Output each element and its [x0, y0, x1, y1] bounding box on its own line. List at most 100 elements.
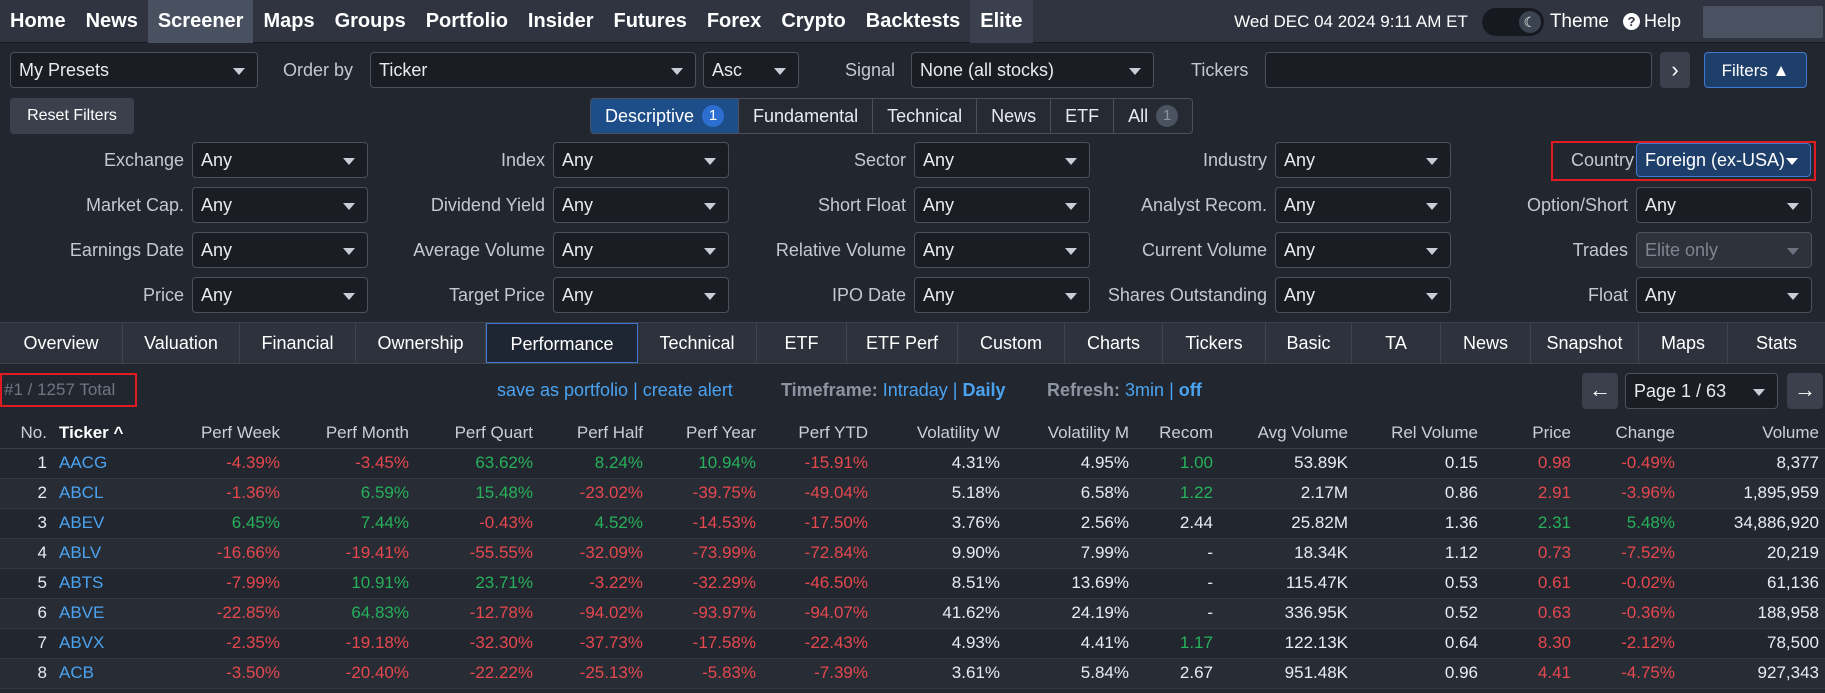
col-price[interactable]: Price — [1484, 418, 1577, 449]
filter-industry-select[interactable]: Any — [1275, 142, 1451, 178]
view-tab-custom[interactable]: Custom — [958, 323, 1065, 363]
view-tab-etf-perf[interactable]: ETF Perf — [847, 323, 958, 363]
nav-home[interactable]: Home — [10, 9, 66, 32]
nav-screener[interactable]: Screener — [147, 0, 254, 43]
cell-ticker[interactable]: ABVE — [53, 598, 154, 629]
col-perf-week[interactable]: Perf Week — [154, 418, 286, 449]
view-tab-basic[interactable]: Basic — [1266, 323, 1352, 363]
prev-page-button[interactable]: ← — [1582, 373, 1618, 409]
account-area[interactable] — [1703, 5, 1823, 38]
cell-ticker[interactable]: ABVX — [53, 628, 154, 659]
cell-ticker[interactable]: AACG — [53, 448, 154, 479]
nav-crypto[interactable]: Crypto — [781, 9, 846, 32]
nav-forex[interactable]: Forex — [706, 9, 762, 32]
refresh-off[interactable]: off — [1178, 380, 1202, 400]
col-ticker[interactable]: Ticker ^ — [53, 418, 154, 449]
create-alert-link[interactable]: create alert — [642, 380, 733, 400]
page-select[interactable]: Page 1 / 63 — [1625, 373, 1778, 409]
nav-elite[interactable]: Elite — [970, 0, 1033, 43]
view-tab-charts[interactable]: Charts — [1065, 323, 1163, 363]
col-perf-quart[interactable]: Perf Quart — [415, 418, 539, 449]
filter-short-float-select[interactable]: Any — [914, 187, 1090, 223]
tickers-input[interactable] — [1265, 52, 1652, 88]
col-perf-month[interactable]: Perf Month — [286, 418, 415, 449]
refresh-3min[interactable]: 3min — [1125, 380, 1165, 400]
view-tab-valuation[interactable]: Valuation — [123, 323, 240, 363]
filter-tab-etf[interactable]: ETF — [1051, 99, 1115, 133]
order-direction-select[interactable]: Asc — [703, 52, 799, 88]
view-tab-technical[interactable]: Technical — [638, 323, 757, 363]
cell-ticker[interactable]: ABLV — [53, 538, 154, 569]
table-row[interactable]: 4 ABLV -16.66% -19.41% -55.55% -32.09% -73.99%… — [0, 538, 1825, 569]
filter-float-select[interactable]: Any — [1636, 277, 1812, 313]
signal-select[interactable]: None (all stocks) — [911, 52, 1154, 88]
view-tab-ownership[interactable]: Ownership — [356, 323, 486, 363]
col-perf-year[interactable]: Perf Year — [649, 418, 762, 449]
filter-option-short-select[interactable]: Any — [1636, 187, 1812, 223]
filter-sector-select[interactable]: Any — [914, 142, 1090, 178]
filter-current-volume-select[interactable]: Any — [1275, 232, 1451, 268]
presets-select[interactable]: My Presets — [10, 52, 258, 88]
save-as-portfolio-link[interactable]: save as portfolio — [497, 380, 629, 400]
nav-news[interactable]: News — [85, 9, 138, 32]
next-page-button[interactable]: → — [1787, 373, 1823, 409]
filter-earnings-date-select[interactable]: Any — [192, 232, 368, 268]
table-row[interactable]: 3 ABEV 6.45% 7.44% -0.43% 4.52% -14.53% -17.50%… — [0, 508, 1825, 539]
view-tab-news[interactable]: News — [1441, 323, 1531, 363]
col-no[interactable]: No. — [0, 418, 53, 449]
table-row[interactable]: 7 ABVX -2.35% -19.18% -32.30% -37.73% -17.58% -… — [0, 628, 1825, 659]
table-row[interactable]: 2 ABCL -1.36% 6.59% 15.48% -23.02% -39.75% -49.… — [0, 478, 1825, 509]
reset-filters-button[interactable]: Reset Filters — [10, 98, 134, 134]
cell-ticker[interactable]: ABEV — [53, 508, 154, 539]
filter-shares-outstanding-select[interactable]: Any — [1275, 277, 1451, 313]
nav-insider[interactable]: Insider — [527, 9, 594, 32]
filter-tab-descriptive[interactable]: Descriptive 1 — [591, 99, 740, 133]
filter-ipo-date-select[interactable]: Any — [914, 277, 1090, 313]
filter-trades-select[interactable]: Elite only — [1636, 232, 1812, 268]
view-tab-maps[interactable]: Maps — [1639, 323, 1728, 363]
view-tab-etf[interactable]: ETF — [757, 323, 847, 363]
col-recom[interactable]: Recom — [1135, 418, 1219, 449]
theme-label[interactable]: Theme — [1549, 10, 1609, 32]
view-tab-tickers[interactable]: Tickers — [1163, 323, 1266, 363]
nav-portfolio[interactable]: Portfolio — [425, 9, 508, 32]
view-tab-snapshot[interactable]: Snapshot — [1531, 323, 1639, 363]
timeframe-daily[interactable]: Daily — [962, 380, 1006, 400]
filter-relative-volume-select[interactable]: Any — [914, 232, 1090, 268]
help-link[interactable]: ? Help — [1622, 11, 1681, 32]
filter-tab-news[interactable]: News — [977, 99, 1052, 133]
col-change[interactable]: Change — [1577, 418, 1681, 449]
cell-ticker[interactable]: ABTS — [53, 568, 154, 599]
col-avg-volume[interactable]: Avg Volume — [1219, 418, 1354, 449]
filter-market-cap-select[interactable]: Any — [192, 187, 368, 223]
col-perf-ytd[interactable]: Perf YTD — [762, 418, 874, 449]
filter-analyst-recom-select[interactable]: Any — [1275, 187, 1451, 223]
filter-tab-all[interactable]: All 1 — [1114, 99, 1192, 133]
filter-price-select[interactable]: Any — [192, 277, 368, 313]
col-volatility-w[interactable]: Volatility W — [874, 418, 1006, 449]
nav-maps[interactable]: Maps — [263, 9, 315, 32]
col-perf-half[interactable]: Perf Half — [539, 418, 649, 449]
nav-futures[interactable]: Futures — [613, 9, 687, 32]
table-row[interactable]: 8 ACB -3.50% -20.40% -22.22% -25.13% -5.83% -7.… — [0, 658, 1825, 689]
filter-tab-technical[interactable]: Technical — [873, 99, 978, 133]
filter-dividend-yield-select[interactable]: Any — [553, 187, 729, 223]
filter-average-volume-select[interactable]: Any — [553, 232, 729, 268]
tickers-go-button[interactable]: › — [1660, 52, 1690, 88]
filter-exchange-select[interactable]: Any — [192, 142, 368, 178]
cell-ticker[interactable]: ABCL — [53, 478, 154, 509]
filter-tab-fundamental[interactable]: Fundamental — [739, 99, 874, 133]
table-row[interactable]: 6 ABVE -22.85% 64.83% -12.78% -94.02% -93.97% -… — [0, 598, 1825, 629]
view-tab-performance[interactable]: Performance — [486, 323, 638, 363]
view-tab-financial[interactable]: Financial — [240, 323, 356, 363]
filter-target-price-select[interactable]: Any — [553, 277, 729, 313]
timeframe-intraday[interactable]: Intraday — [882, 380, 948, 400]
col-rel-volume[interactable]: Rel Volume — [1354, 418, 1484, 449]
order-by-select[interactable]: Ticker — [370, 52, 696, 88]
nav-backtests[interactable]: Backtests — [865, 9, 961, 32]
cell-ticker[interactable]: ACB — [53, 658, 154, 689]
table-row[interactable]: 5 ABTS -7.99% 10.91% 23.71% -3.22% -32.29% -46.… — [0, 568, 1825, 599]
filters-button[interactable]: Filters ▲ — [1704, 52, 1807, 88]
view-tab-stats[interactable]: Stats — [1755, 333, 1798, 353]
filter-index-select[interactable]: Any — [553, 142, 729, 178]
